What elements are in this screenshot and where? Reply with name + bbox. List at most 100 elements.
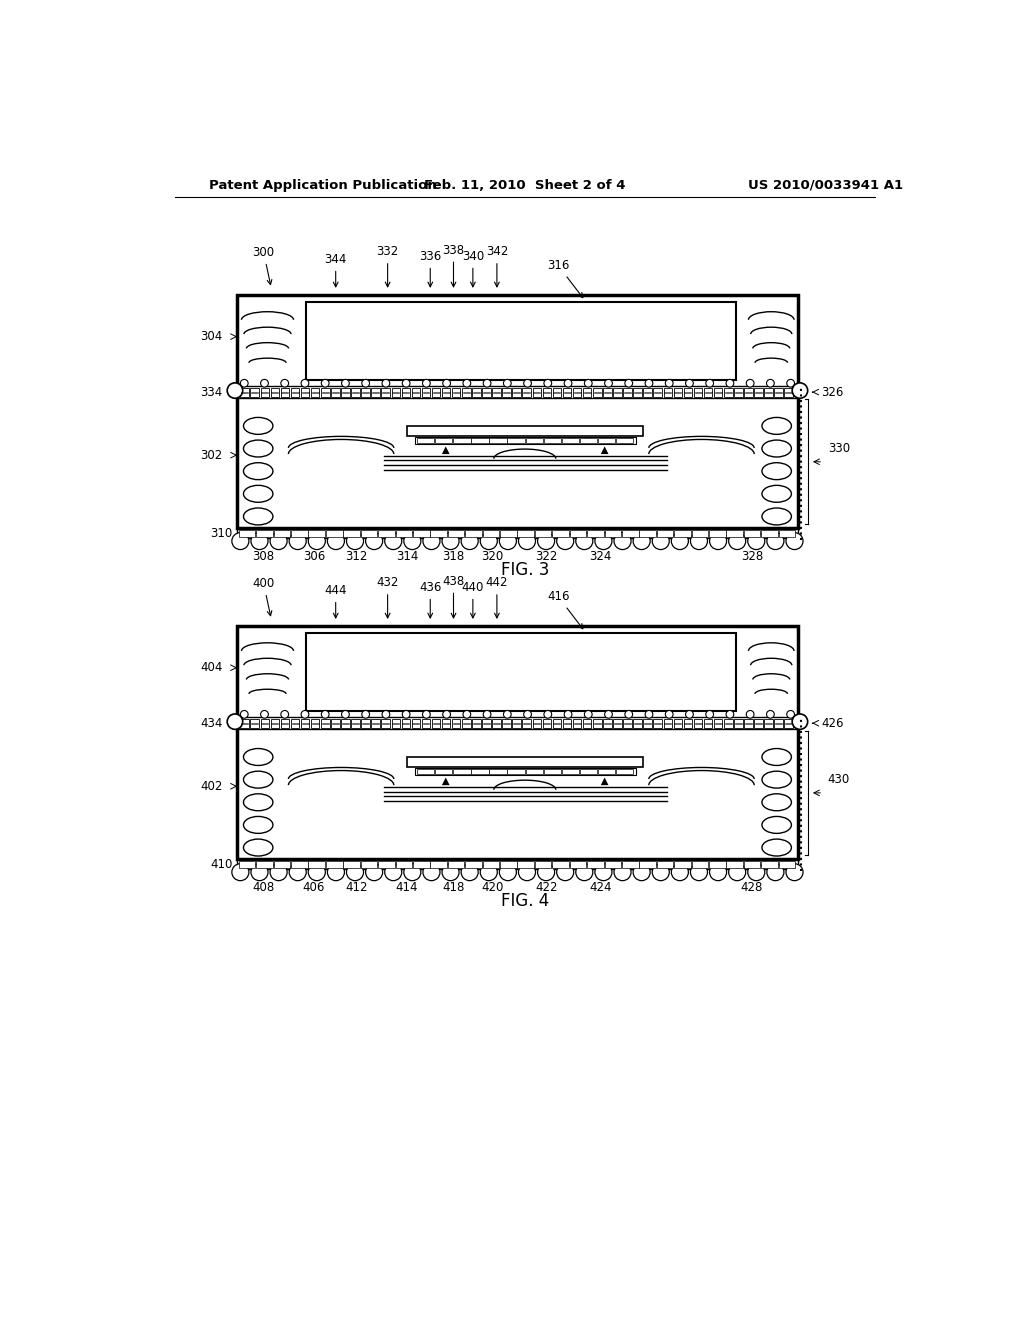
Bar bbox=[743, 529, 761, 537]
Bar bbox=[512, 719, 521, 729]
Text: 344: 344 bbox=[325, 252, 347, 286]
Ellipse shape bbox=[244, 793, 273, 810]
Bar bbox=[633, 719, 642, 729]
Text: 304: 304 bbox=[201, 330, 222, 343]
Bar bbox=[774, 388, 783, 397]
Bar bbox=[535, 529, 552, 537]
Bar bbox=[291, 861, 307, 869]
Circle shape bbox=[231, 532, 249, 549]
Ellipse shape bbox=[762, 748, 792, 766]
Bar bbox=[239, 861, 255, 869]
Bar bbox=[622, 529, 639, 537]
Circle shape bbox=[595, 863, 612, 880]
Bar bbox=[583, 388, 592, 397]
Text: 416: 416 bbox=[547, 590, 583, 628]
Bar bbox=[603, 388, 611, 397]
Circle shape bbox=[557, 863, 573, 880]
Bar bbox=[401, 719, 410, 729]
Circle shape bbox=[538, 863, 555, 880]
Text: 306: 306 bbox=[303, 550, 326, 564]
Bar bbox=[465, 861, 482, 869]
Circle shape bbox=[423, 379, 430, 387]
Circle shape bbox=[261, 710, 268, 718]
Circle shape bbox=[461, 532, 478, 549]
Text: 308: 308 bbox=[253, 550, 274, 564]
Bar bbox=[489, 438, 507, 444]
Circle shape bbox=[748, 532, 765, 549]
Circle shape bbox=[251, 532, 268, 549]
Bar bbox=[535, 861, 552, 869]
Circle shape bbox=[423, 710, 430, 718]
Bar bbox=[432, 388, 440, 397]
Ellipse shape bbox=[244, 840, 273, 857]
Text: 330: 330 bbox=[827, 442, 850, 455]
Ellipse shape bbox=[244, 771, 273, 788]
Bar bbox=[604, 861, 622, 869]
Circle shape bbox=[251, 863, 268, 880]
Circle shape bbox=[585, 710, 592, 718]
Bar bbox=[643, 719, 652, 729]
Ellipse shape bbox=[244, 748, 273, 766]
Bar bbox=[508, 438, 524, 444]
Bar bbox=[454, 770, 471, 775]
Bar bbox=[273, 861, 290, 869]
Circle shape bbox=[480, 863, 498, 880]
Bar bbox=[378, 861, 395, 869]
Bar bbox=[693, 719, 702, 729]
Bar bbox=[432, 719, 440, 729]
Circle shape bbox=[625, 710, 633, 718]
Bar bbox=[447, 861, 465, 869]
Bar bbox=[447, 529, 465, 537]
Ellipse shape bbox=[762, 771, 792, 788]
Bar bbox=[643, 388, 652, 397]
Bar bbox=[587, 529, 604, 537]
Ellipse shape bbox=[762, 508, 792, 525]
Text: 334: 334 bbox=[201, 385, 222, 399]
Bar bbox=[256, 861, 272, 869]
Circle shape bbox=[241, 710, 248, 718]
Text: 410: 410 bbox=[210, 858, 232, 871]
Bar bbox=[341, 719, 349, 729]
Circle shape bbox=[633, 532, 650, 549]
Ellipse shape bbox=[244, 463, 273, 479]
Circle shape bbox=[686, 379, 693, 387]
Bar bbox=[624, 719, 632, 729]
Bar bbox=[572, 388, 582, 397]
Circle shape bbox=[652, 863, 670, 880]
Bar bbox=[237, 396, 799, 528]
Text: 406: 406 bbox=[303, 880, 326, 894]
Circle shape bbox=[748, 863, 765, 880]
Circle shape bbox=[423, 863, 440, 880]
Text: Feb. 11, 2010  Sheet 2 of 4: Feb. 11, 2010 Sheet 2 of 4 bbox=[424, 178, 626, 191]
Bar bbox=[684, 719, 692, 729]
Bar bbox=[616, 438, 633, 444]
Bar bbox=[482, 861, 500, 869]
Bar bbox=[562, 770, 579, 775]
Bar bbox=[306, 302, 736, 380]
Circle shape bbox=[382, 379, 390, 387]
Bar bbox=[569, 861, 587, 869]
Bar bbox=[703, 388, 713, 397]
Text: 312: 312 bbox=[345, 550, 368, 564]
Circle shape bbox=[289, 863, 306, 880]
Bar bbox=[493, 719, 501, 729]
Bar bbox=[237, 529, 799, 539]
Circle shape bbox=[261, 379, 268, 387]
Circle shape bbox=[666, 710, 673, 718]
Bar bbox=[343, 529, 360, 537]
Bar bbox=[656, 861, 674, 869]
Bar bbox=[761, 529, 778, 537]
Bar bbox=[674, 861, 691, 869]
Bar bbox=[525, 438, 543, 444]
Bar bbox=[709, 861, 726, 869]
Circle shape bbox=[564, 710, 571, 718]
Text: 422: 422 bbox=[536, 880, 558, 894]
Text: 332: 332 bbox=[377, 246, 398, 286]
Bar bbox=[543, 388, 551, 397]
Bar bbox=[326, 529, 343, 537]
Bar bbox=[598, 770, 615, 775]
Ellipse shape bbox=[762, 440, 792, 457]
Bar bbox=[413, 529, 430, 537]
Bar bbox=[734, 388, 742, 397]
Bar bbox=[321, 719, 330, 729]
